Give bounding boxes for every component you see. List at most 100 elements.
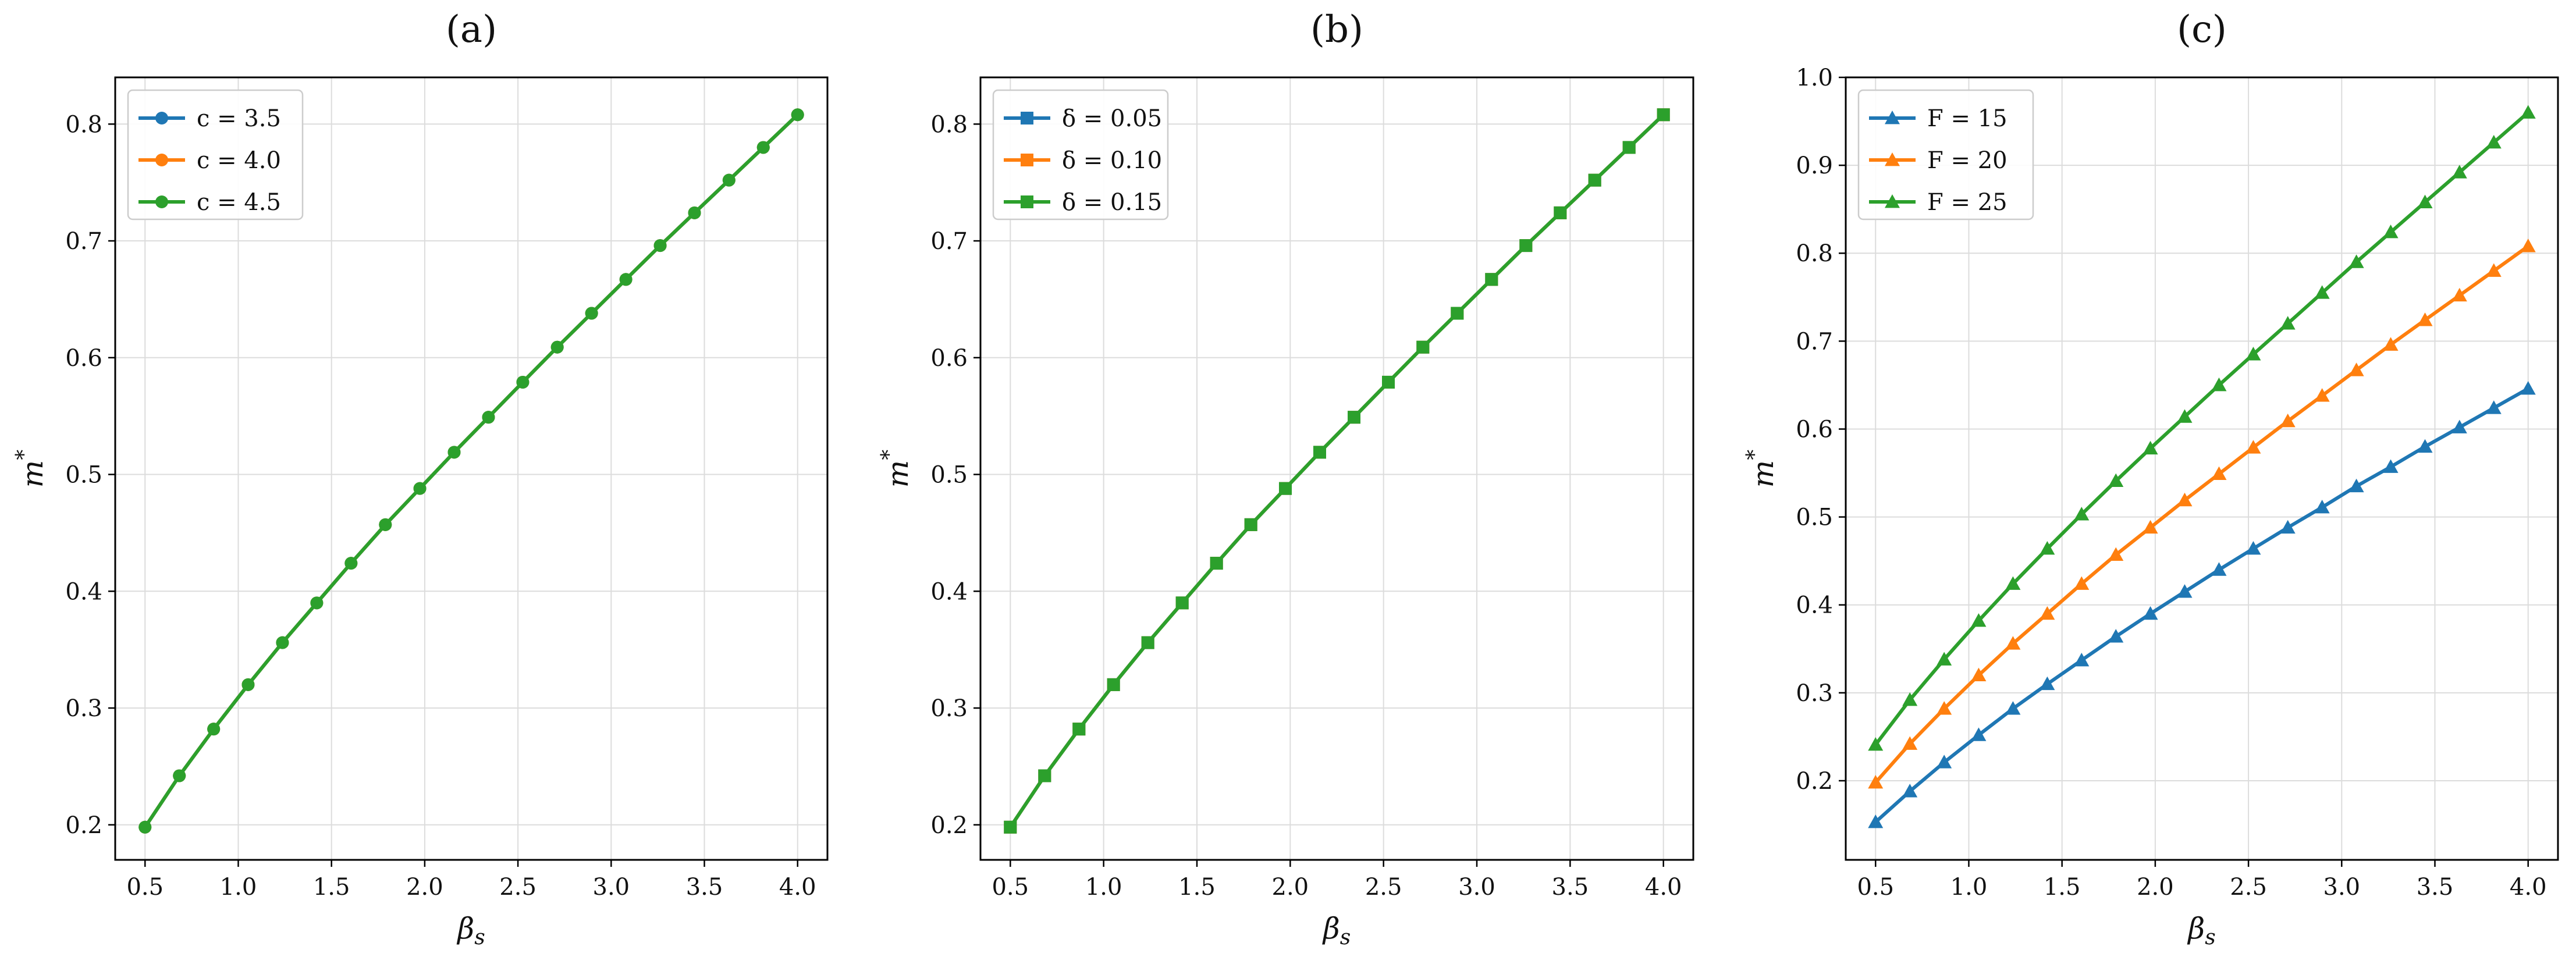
data-point bbox=[2348, 362, 2364, 376]
data-point bbox=[1141, 636, 1154, 649]
data-point bbox=[1416, 340, 1430, 354]
legend-entry-label: c = 4.5 bbox=[197, 189, 281, 216]
legend: c = 3.5 c = 4.0 c = 4.5 bbox=[127, 89, 304, 220]
data-point bbox=[619, 273, 633, 286]
legend-swatch-marker bbox=[155, 154, 168, 166]
x-tick-label: 3.0 bbox=[593, 874, 630, 901]
data-point bbox=[2451, 165, 2467, 179]
data-point bbox=[2314, 499, 2330, 514]
data-point bbox=[344, 557, 358, 570]
x-tick-label: 1.5 bbox=[313, 874, 350, 901]
legend-swatch-marker bbox=[1885, 111, 1900, 124]
y-tick-label: 0.2 bbox=[930, 812, 968, 839]
data-point bbox=[1902, 692, 1918, 706]
legend-entry-label: δ = 0.15 bbox=[1062, 189, 1162, 216]
legend-entry-label: c = 4.0 bbox=[197, 147, 281, 174]
data-point bbox=[1519, 239, 1533, 252]
data-point bbox=[2177, 492, 2193, 507]
legend-box bbox=[1857, 89, 2034, 220]
data-point bbox=[310, 596, 324, 610]
y-axis-label: m* bbox=[877, 450, 915, 488]
series-line bbox=[143, 113, 799, 828]
chart-title: (b) bbox=[1310, 8, 1363, 51]
axes-frame bbox=[1845, 76, 2559, 861]
axes-frame bbox=[979, 76, 1694, 861]
y-tick-label: 1.0 bbox=[1796, 65, 1833, 91]
x-tick-label: 2.0 bbox=[1272, 874, 1309, 901]
data-point bbox=[756, 141, 770, 154]
data-point bbox=[482, 411, 495, 424]
data-point bbox=[2211, 466, 2227, 480]
data-point bbox=[207, 723, 221, 736]
data-point bbox=[2314, 285, 2330, 299]
data-point bbox=[1868, 814, 1884, 828]
data-point bbox=[1038, 769, 1051, 782]
series-line bbox=[1874, 244, 2529, 784]
x-tick-label: 3.0 bbox=[1458, 874, 1495, 901]
series-a-3 bbox=[138, 108, 804, 834]
data-point bbox=[2211, 562, 2227, 576]
x-tick-label: 1.5 bbox=[2044, 874, 2081, 901]
data-point bbox=[2280, 413, 2296, 428]
x-tick-label: 4.0 bbox=[779, 874, 816, 901]
legend-box bbox=[127, 89, 304, 220]
y-tick-label: 0.2 bbox=[1796, 768, 1833, 795]
data-point bbox=[1971, 727, 1987, 741]
legend-entry-label: F = 15 bbox=[1927, 105, 2007, 132]
data-point bbox=[2486, 400, 2502, 414]
legend-entry-label: F = 20 bbox=[1927, 147, 2007, 174]
data-point bbox=[653, 239, 667, 252]
data-point bbox=[2142, 440, 2158, 455]
data-point bbox=[2348, 254, 2364, 268]
data-point bbox=[1348, 411, 1361, 424]
data-point bbox=[2074, 576, 2090, 590]
x-axis-label: βs bbox=[2187, 912, 2215, 949]
data-point bbox=[1278, 482, 1292, 495]
data-point bbox=[2005, 636, 2021, 650]
chart-panel-b: 0.5 1.0 1.5 2.0 2.5 3.0 3.5 4.0 0.2 0.3 0.4 0.5 0.6 0… bbox=[877, 8, 1694, 949]
data-point bbox=[2177, 584, 2193, 598]
data-point bbox=[585, 307, 598, 320]
series-line bbox=[1008, 113, 1665, 828]
data-point bbox=[1313, 446, 1326, 459]
legend-entry-label: δ = 0.05 bbox=[1062, 105, 1162, 132]
data-point bbox=[379, 518, 392, 531]
data-point bbox=[1004, 820, 1017, 834]
legend-swatch-marker bbox=[1021, 154, 1033, 166]
data-point bbox=[2486, 263, 2502, 277]
data-point bbox=[2074, 652, 2090, 667]
legend-swatch-marker bbox=[1021, 112, 1033, 124]
data-point bbox=[2040, 606, 2055, 620]
data-point bbox=[2417, 194, 2433, 208]
data-point bbox=[1107, 678, 1120, 691]
data-point bbox=[722, 173, 736, 187]
y-tick-label: 0.4 bbox=[65, 578, 102, 605]
data-point bbox=[2383, 459, 2399, 473]
x-tick-label: 1.0 bbox=[1950, 874, 1988, 901]
x-tick-label: 0.5 bbox=[126, 874, 164, 901]
legend-swatch-marker bbox=[1021, 195, 1033, 208]
data-point bbox=[2520, 105, 2536, 119]
data-point bbox=[1244, 518, 1257, 531]
data-point bbox=[1210, 557, 1223, 570]
y-tick-label: 0.2 bbox=[65, 812, 102, 839]
data-point bbox=[1588, 173, 1601, 187]
y-tick-label: 0.8 bbox=[1796, 240, 1833, 267]
data-point bbox=[2108, 629, 2124, 643]
x-axis-label: βs bbox=[456, 912, 485, 949]
x-tick-label: 0.5 bbox=[1857, 874, 1894, 901]
series-line bbox=[143, 113, 799, 828]
data-point bbox=[2142, 606, 2158, 620]
y-tick-label: 0.9 bbox=[1796, 152, 1833, 179]
data-point bbox=[1937, 755, 1952, 769]
data-point bbox=[1554, 206, 1567, 219]
data-point bbox=[1902, 736, 1918, 750]
data-point bbox=[2211, 377, 2227, 392]
data-point bbox=[2245, 347, 2261, 361]
series-line bbox=[1008, 113, 1665, 828]
data-point bbox=[1937, 701, 1952, 715]
data-point bbox=[241, 678, 255, 691]
data-point bbox=[447, 446, 461, 459]
y-tick-label: 0.4 bbox=[1796, 592, 1833, 619]
y-axis-label: m* bbox=[12, 450, 49, 488]
